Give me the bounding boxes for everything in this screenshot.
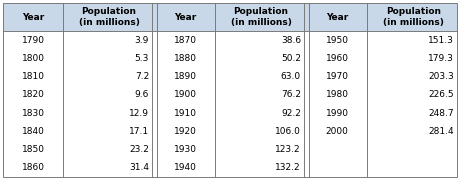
Text: 1940: 1940	[173, 163, 196, 172]
Text: Population
(in millions): Population (in millions)	[230, 7, 291, 27]
Text: 63.0: 63.0	[280, 72, 300, 81]
Text: 2000: 2000	[325, 127, 347, 136]
Text: 1980: 1980	[325, 90, 348, 99]
Text: 1840: 1840	[22, 127, 45, 136]
Text: 92.2: 92.2	[280, 109, 300, 118]
Text: 1960: 1960	[325, 54, 348, 63]
Text: 132.2: 132.2	[275, 163, 300, 172]
Text: 179.3: 179.3	[427, 54, 453, 63]
Bar	[3, 31, 456, 177]
Text: 5.3: 5.3	[134, 54, 149, 63]
Text: 1970: 1970	[325, 72, 348, 81]
Text: 7.2: 7.2	[134, 72, 149, 81]
Text: 1790: 1790	[22, 36, 45, 45]
Text: 248.7: 248.7	[427, 109, 453, 118]
Text: 106.0: 106.0	[274, 127, 300, 136]
Bar	[303, 3, 309, 177]
Text: Population
(in millions): Population (in millions)	[382, 7, 443, 27]
Text: 123.2: 123.2	[275, 145, 300, 154]
Bar	[303, 31, 309, 177]
Text: 281.4: 281.4	[427, 127, 453, 136]
Text: 76.2: 76.2	[280, 90, 300, 99]
Text: 50.2: 50.2	[280, 54, 300, 63]
Text: 151.3: 151.3	[427, 36, 453, 45]
Bar	[151, 3, 157, 177]
Text: Year: Year	[325, 12, 347, 21]
Text: 1800: 1800	[22, 54, 45, 63]
Text: 23.2: 23.2	[129, 145, 149, 154]
Text: 1920: 1920	[173, 127, 196, 136]
Text: 3.9: 3.9	[134, 36, 149, 45]
Text: 1990: 1990	[325, 109, 348, 118]
Text: 1810: 1810	[22, 72, 45, 81]
Bar	[303, 3, 309, 31]
Text: 1870: 1870	[173, 36, 196, 45]
Text: 1860: 1860	[22, 163, 45, 172]
Text: 1890: 1890	[173, 72, 196, 81]
Text: 1820: 1820	[22, 90, 45, 99]
Text: 226.5: 226.5	[427, 90, 453, 99]
Text: 12.9: 12.9	[129, 109, 149, 118]
Bar	[151, 3, 157, 31]
Text: 1950: 1950	[325, 36, 348, 45]
Text: 1900: 1900	[173, 90, 196, 99]
Text: 1910: 1910	[173, 109, 196, 118]
Text: 1850: 1850	[22, 145, 45, 154]
Text: 38.6: 38.6	[280, 36, 300, 45]
Text: 1880: 1880	[173, 54, 196, 63]
Text: Year: Year	[22, 12, 44, 21]
Text: 203.3: 203.3	[427, 72, 453, 81]
Text: 31.4: 31.4	[129, 163, 149, 172]
Bar	[151, 31, 157, 177]
Text: 9.6: 9.6	[134, 90, 149, 99]
Text: Population
(in millions): Population (in millions)	[78, 7, 139, 27]
Text: 17.1: 17.1	[129, 127, 149, 136]
Bar	[3, 3, 456, 31]
Text: Year: Year	[174, 12, 196, 21]
Text: 1930: 1930	[173, 145, 196, 154]
Text: 1830: 1830	[22, 109, 45, 118]
